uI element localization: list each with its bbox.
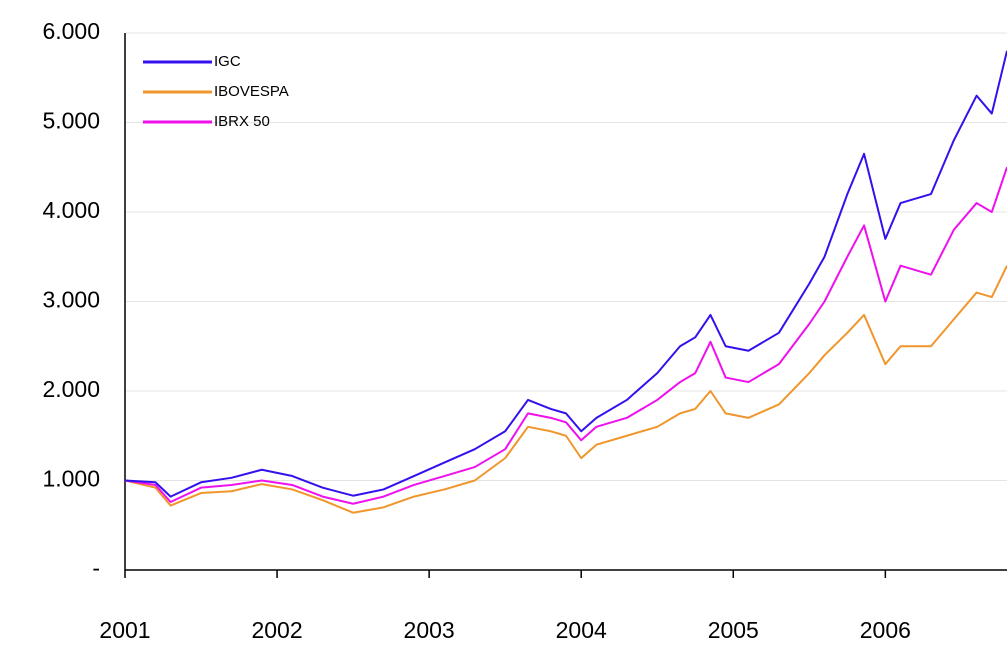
y-tick-label: 4.000 — [42, 197, 100, 223]
x-tick-label: 2005 — [708, 617, 759, 643]
x-tick-label: 2006 — [860, 617, 911, 643]
x-tick-label: 2002 — [251, 617, 302, 643]
legend-label: IBRX 50 — [214, 113, 270, 130]
legend-label: IBOVESPA — [214, 83, 289, 100]
legend-label: IGC — [214, 53, 241, 70]
x-tick-label: 2004 — [556, 617, 607, 643]
y-tick-label: 1.000 — [42, 466, 100, 492]
x-tick-label: 2003 — [404, 617, 455, 643]
y-tick-label: 6.000 — [42, 18, 100, 44]
series-line — [124, 50, 1007, 498]
series-line — [124, 265, 1007, 514]
y-tick-label: 3.000 — [42, 287, 100, 313]
y-tick-label: 2.000 — [42, 376, 100, 402]
y-tick-label: - — [92, 555, 100, 581]
series-line — [124, 166, 1007, 505]
y-tick-label: 5.000 — [42, 108, 100, 134]
x-tick-label: 2001 — [99, 617, 150, 643]
